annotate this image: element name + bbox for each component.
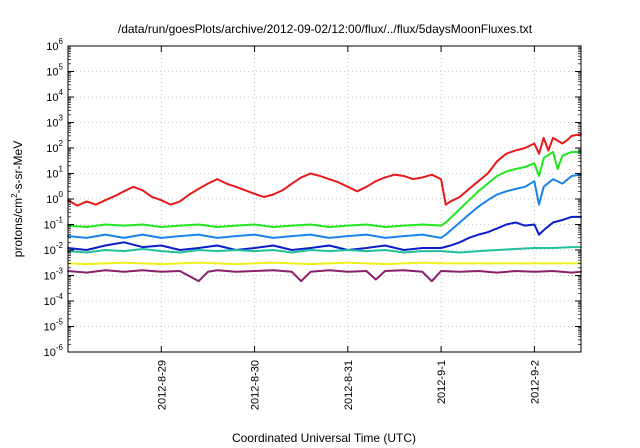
- y-tick-label-base: 10: [46, 41, 58, 53]
- series-line-6: [67, 261, 582, 266]
- series-line-4: [67, 215, 582, 251]
- y-tick-label-base: 10: [46, 194, 58, 206]
- y-axis-label: protons/cm2-s-sr-MeV: [10, 141, 25, 257]
- y-tick-label: 10-6: [44, 343, 64, 359]
- y-tick-label-exponent: 2: [59, 139, 64, 148]
- y-tick-label-base: 10: [46, 143, 58, 155]
- x-tick-label: 2012-8-29: [156, 360, 168, 410]
- x-axis-label: Coordinated Universal Time (UTC): [232, 431, 416, 445]
- y-tick-label-exponent: 1: [59, 165, 64, 174]
- y-tick-label-exponent: 6: [59, 37, 64, 46]
- y-tick-label-base: 10: [44, 322, 56, 334]
- y-tick-label-base: 10: [46, 169, 58, 181]
- y-tick-label-exponent: 3: [59, 114, 64, 123]
- y-tick-label: 101: [46, 165, 63, 181]
- y-tick-label-exponent: -2: [56, 241, 64, 250]
- series-line-5: [67, 246, 582, 254]
- y-tick-label-base: 10: [46, 92, 58, 104]
- y-tick-label-base: 10: [44, 220, 56, 232]
- series-line-1: [67, 133, 582, 207]
- y-tick-label-base: 10: [44, 347, 56, 359]
- y-tick-label: 100: [46, 190, 63, 206]
- y-tick-label: 10-5: [44, 318, 64, 334]
- y-tick-label-exponent: -6: [56, 343, 64, 352]
- y-tick-label-exponent: 0: [59, 190, 64, 199]
- y-axis-label-prefix: protons/cm: [11, 198, 25, 257]
- y-tick-label-exponent: 4: [59, 88, 64, 97]
- y-tick-label-exponent: -1: [56, 216, 64, 225]
- ticks: [68, 45, 581, 353]
- y-tick-label-exponent: 5: [59, 63, 64, 72]
- x-tick-labels: 2012-8-29 2012-8-30 2012-8-31 2012-9-1 2012-…: [156, 360, 541, 410]
- series-line-2: [67, 150, 582, 228]
- y-tick-labels: 10-610-510-410-310-210-11001011021031041…: [44, 37, 64, 359]
- y-tick-label: 10-4: [44, 292, 64, 308]
- y-tick-label: 10-1: [44, 216, 64, 232]
- y-tick-label-exponent: -5: [56, 318, 64, 327]
- y-tick-label-base: 10: [46, 118, 58, 130]
- y-tick-label: 106: [46, 37, 63, 53]
- y-tick-label: 103: [46, 114, 63, 130]
- y-axis-label-suffix: -s-sr-MeV: [11, 141, 25, 194]
- y-tick-label-base: 10: [44, 245, 56, 257]
- x-tick-label: 2012-9-2: [529, 360, 541, 404]
- y-tick-label-base: 10: [44, 271, 56, 283]
- x-tick-label: 2012-9-1: [436, 360, 448, 404]
- x-tick-label: 2012-8-30: [250, 360, 262, 410]
- y-tick-label-base: 10: [46, 67, 58, 79]
- series-line-3: [67, 173, 582, 239]
- x-tick-label: 2012-8-31: [343, 360, 355, 410]
- y-tick-label: 102: [46, 139, 63, 155]
- y-tick-label-exponent: -4: [56, 292, 64, 301]
- series-line-7: [67, 269, 582, 283]
- y-axis-label-exponent: 2: [10, 193, 19, 198]
- y-tick-label-base: 10: [44, 296, 56, 308]
- chart-title: /data/run/goesPlots/archive/2012-09-02/1…: [118, 22, 533, 36]
- y-tick-label: 10-2: [44, 241, 64, 257]
- y-tick-label: 105: [46, 63, 63, 79]
- y-tick-label: 104: [46, 88, 63, 104]
- y-tick-label: 10-3: [44, 267, 64, 283]
- y-tick-label-exponent: -3: [56, 267, 64, 276]
- series-layer: [67, 133, 582, 283]
